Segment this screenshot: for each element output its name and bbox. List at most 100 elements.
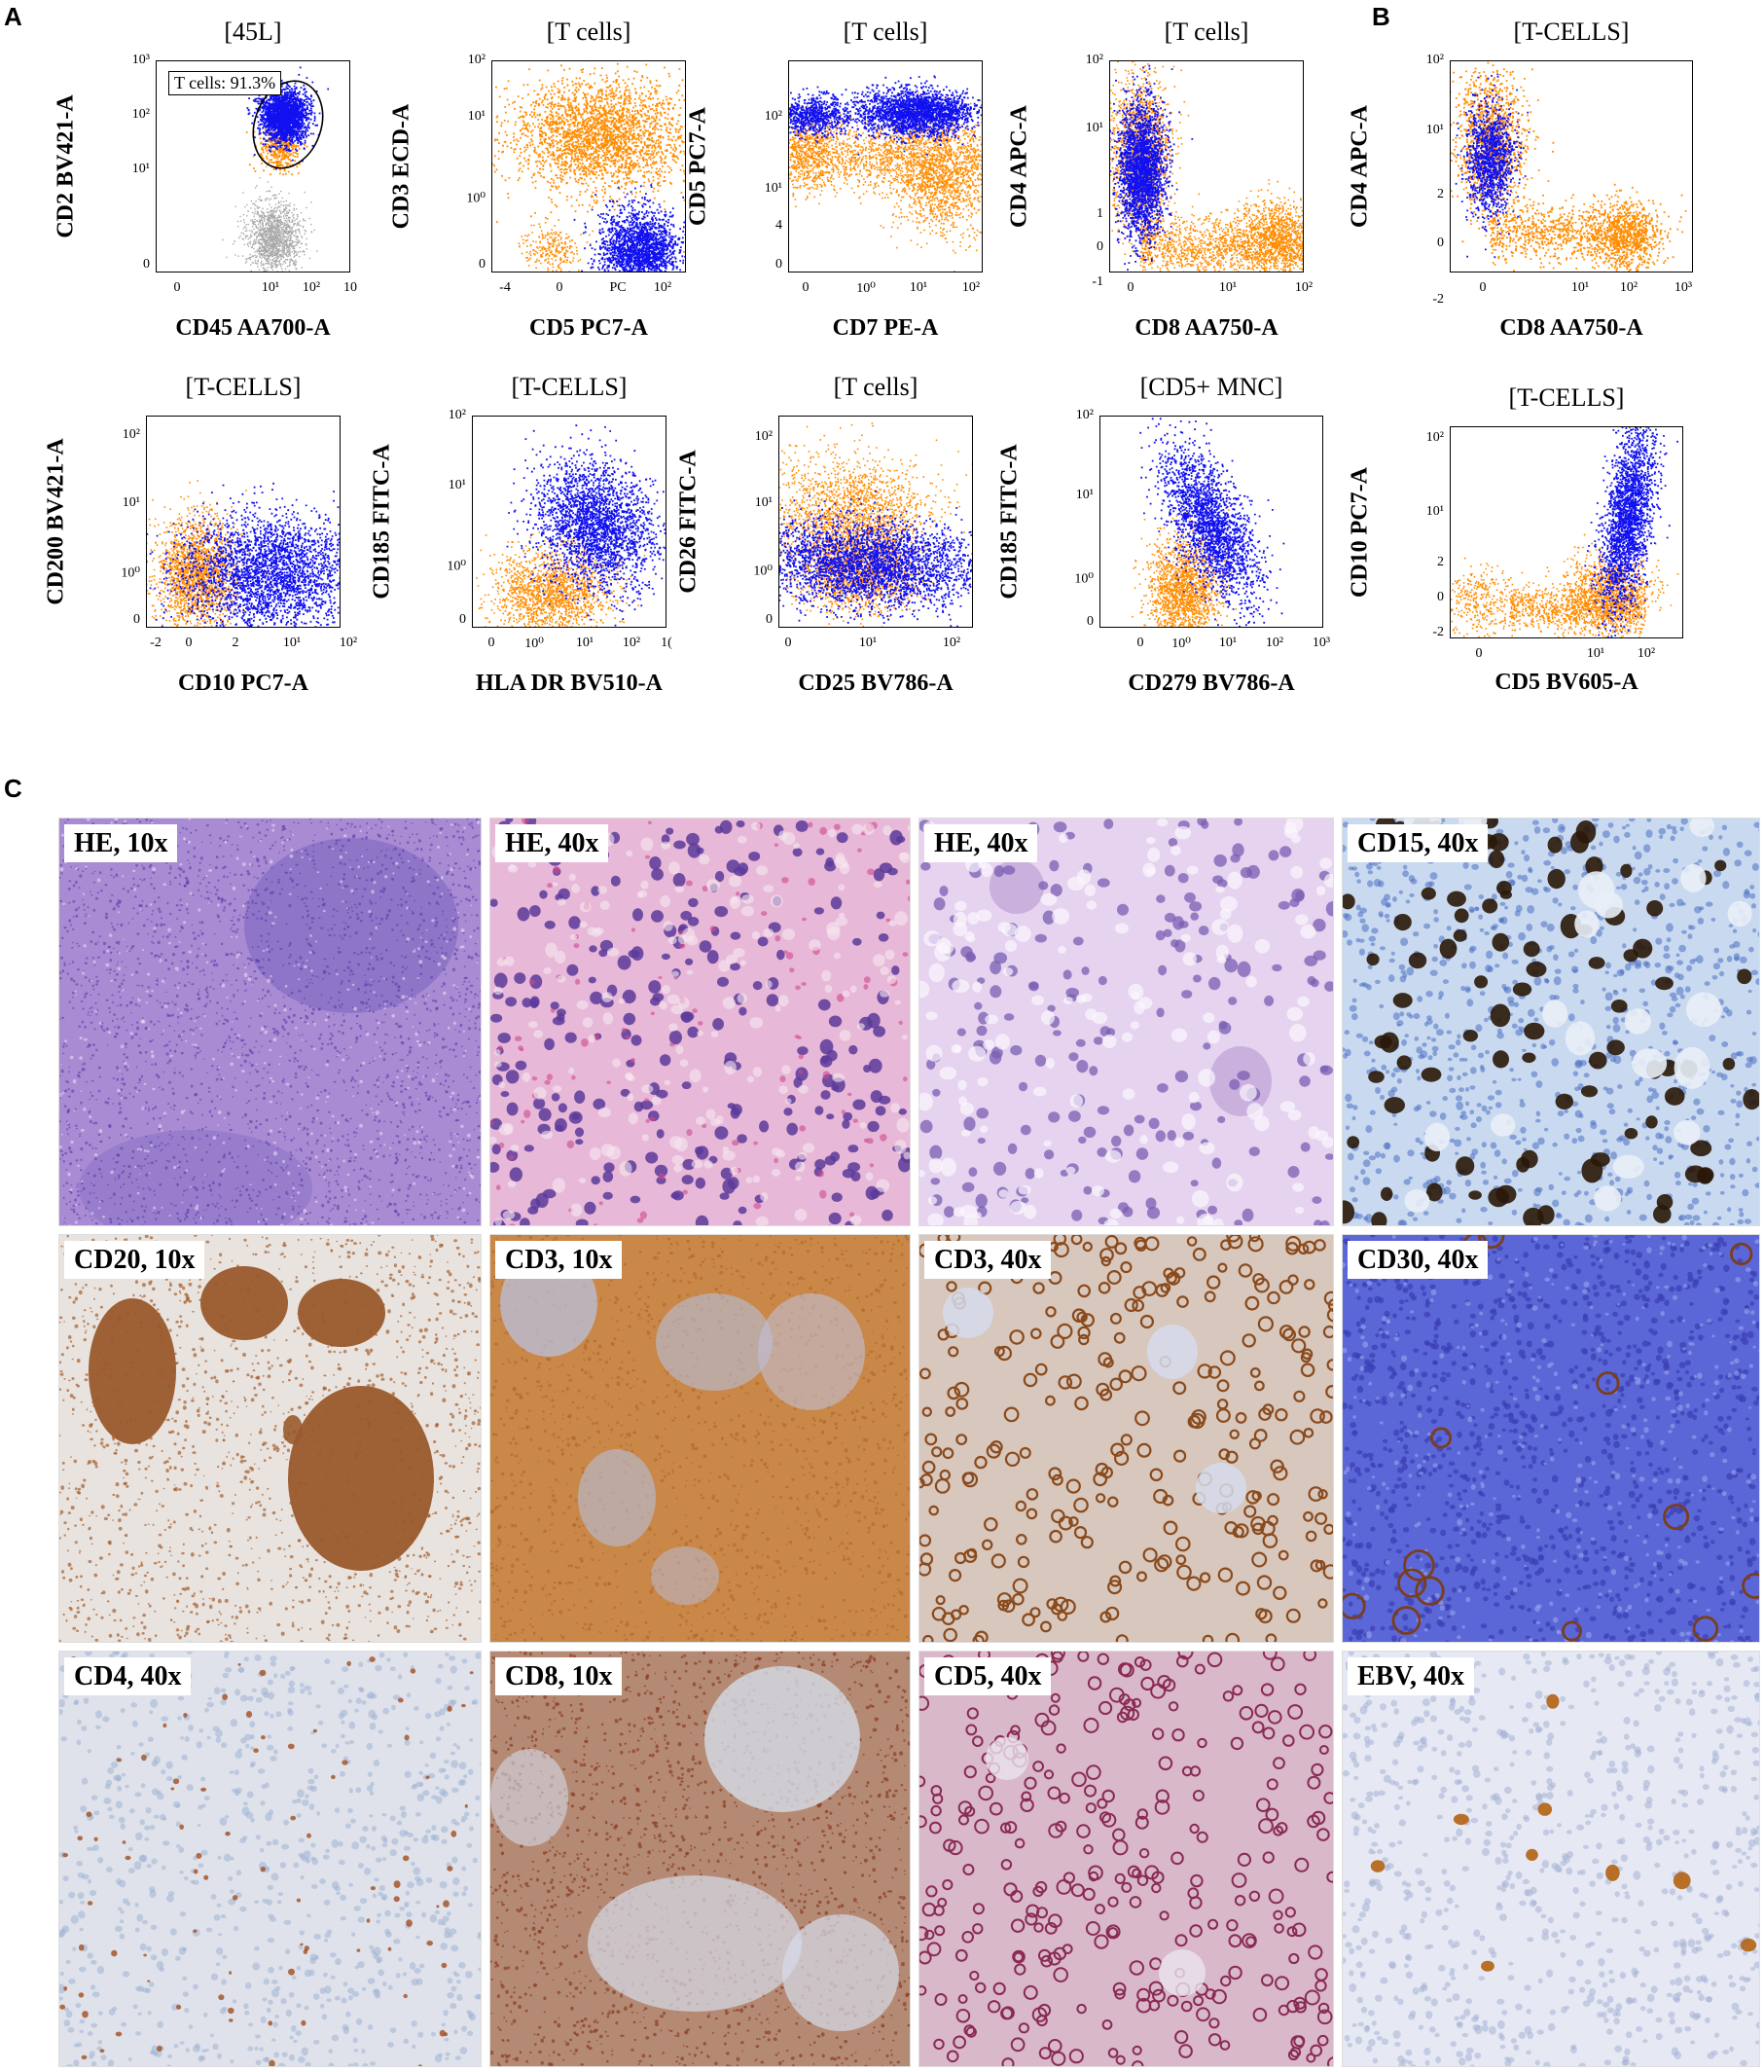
plot-title: [CD5+ MNC] <box>1099 373 1323 402</box>
y-tick-label: 10⁰ <box>121 565 140 582</box>
histology-panel-cd4-40x: CD4, 40x <box>58 1651 482 2067</box>
y-tick-label: 10² <box>1426 53 1444 68</box>
x-tick-label: 10¹ <box>1571 280 1589 296</box>
y-tick-label: 10¹ <box>755 495 773 511</box>
y-tick-label: -1 <box>1092 274 1103 290</box>
x-axis-label: CD5 BV605-A <box>1421 670 1712 696</box>
y-tick-label: 10² <box>123 427 140 443</box>
x-tick-label: 10¹ <box>283 636 301 651</box>
histology-panel-he-10x: HE, 10x <box>58 818 482 1226</box>
histology-panel-cd3-10x: CD3, 10x <box>489 1234 911 1643</box>
y-tick-label: 10⁰ <box>447 559 466 575</box>
y-tick-label: 4 <box>775 218 782 234</box>
x-tick-label: 10² <box>943 636 960 651</box>
x-tick-label: 10³ <box>1674 280 1692 296</box>
x-tick-label: 10¹ <box>262 280 279 296</box>
flow-plot-cd185-vs-hladr: [T-CELLS] CD185 FITC-A HLA DR BV510-A 10… <box>472 416 666 628</box>
plot-title: [T cells] <box>491 18 686 47</box>
plot-area <box>491 60 686 273</box>
plot-title: [45L] <box>156 18 350 47</box>
x-tick-label: 0 <box>1128 280 1134 296</box>
flow-plot-cd2-vs-cd45: [45L] T cells: 91.3% CD2 BV421-A CD45 AA… <box>156 60 350 273</box>
y-tick-label: 0 <box>766 612 773 628</box>
y-tick-label: 10¹ <box>123 495 140 511</box>
y-tick-label: 0 <box>133 612 140 628</box>
x-tick-label: 10⁰ <box>856 280 876 297</box>
flow-plot-cd5-vs-cd7: [T cells] CD5 PC7-A CD7 PE-A 10² 10¹ 4 0… <box>788 60 983 273</box>
y-tick-label: 0 <box>1437 590 1444 605</box>
event-population <box>507 424 666 628</box>
y-tick-label: -2 <box>1432 625 1444 640</box>
plot-title: [T cells] <box>1109 18 1304 47</box>
x-axis-label: CD8 AA750-A <box>1080 315 1333 342</box>
y-tick-label: 10² <box>765 109 782 125</box>
event-population <box>492 61 686 253</box>
plot-area <box>778 416 973 628</box>
histology-label: HE, 40x <box>924 824 1037 862</box>
histology-panel-cd5-40x: CD5, 40x <box>918 1651 1334 2067</box>
y-tick-label: 10³ <box>132 53 150 68</box>
x-tick-label: 10² <box>623 636 640 651</box>
plot-area <box>1450 426 1683 638</box>
y-tick-label: 10¹ <box>765 181 782 197</box>
histology-label: CD20, 10x <box>64 1241 204 1279</box>
x-tick-label: 0 <box>488 636 495 651</box>
histology-label: CD15, 40x <box>1348 824 1488 862</box>
histology-panel-cd8-10x: CD8, 10x <box>489 1651 911 2067</box>
flow-plot-cd200-vs-cd10: [T-CELLS] CD200 BV421-A CD10 PC7-A 10² 1… <box>146 416 341 628</box>
x-tick-label: 10² <box>303 280 320 296</box>
histology-label: CD5, 40x <box>924 1657 1051 1695</box>
x-tick-label: 10 <box>343 280 357 296</box>
x-tick-label: 10¹ <box>1219 280 1237 296</box>
y-tick-label: 0 <box>775 257 782 273</box>
x-tick-label: 10¹ <box>859 636 877 651</box>
event-population <box>1560 184 1686 273</box>
histology-label: CD8, 10x <box>495 1657 622 1695</box>
histology-label: HE, 10x <box>64 824 177 862</box>
x-tick-label: 0 <box>1476 646 1483 662</box>
event-population <box>572 184 686 273</box>
plot-area <box>1099 416 1323 628</box>
histology-panel-he-40x-b: HE, 40x <box>918 818 1334 1226</box>
histology-label: CD4, 40x <box>64 1657 191 1695</box>
x-axis-label: CD10 PC7-A <box>117 671 370 697</box>
plot-area: T cells: 91.3% <box>156 60 350 273</box>
histology-panel-ebv-40x: EBV, 40x <box>1342 1651 1760 2067</box>
x-tick-label: 10² <box>962 280 980 296</box>
plot-area <box>1450 60 1693 273</box>
y-tick-label: 10² <box>132 107 150 123</box>
flow-plot-cd4-vs-cd8: [T cells] CD4 APC-A CD8 AA750-A 10² 10¹ … <box>1109 60 1304 273</box>
event-population <box>1451 61 1554 253</box>
event-population <box>519 218 594 273</box>
y-tick-label: 10⁰ <box>753 563 773 580</box>
x-axis-label: CD7 PE-A <box>759 315 1012 342</box>
x-tick-label: 10¹ <box>576 636 594 651</box>
x-tick-label: 0 <box>557 280 563 296</box>
x-tick-label: 10¹ <box>910 280 927 296</box>
x-tick-label: 0 <box>1137 636 1144 651</box>
plot-title: [T-CELLS] <box>1450 18 1693 47</box>
histology-panel-cd30-40x: CD30, 40x <box>1342 1234 1760 1643</box>
plot-area <box>146 416 341 628</box>
y-tick-label: 10¹ <box>468 109 486 125</box>
histology-label: EBV, 40x <box>1348 1657 1474 1695</box>
x-tick-label: 0 <box>803 280 810 296</box>
y-tick-label: 10⁰ <box>1074 571 1094 588</box>
y-tick-label: 0 <box>1087 614 1094 630</box>
y-tick-label: 10¹ <box>132 162 150 177</box>
histology-panel-cd3-40x: CD3, 40x <box>918 1234 1334 1643</box>
plot-area <box>788 60 983 273</box>
flow-plot-cd4-vs-cd8-b: [T-CELLS] CD4 APC-A CD8 AA750-A 10² 10¹ … <box>1450 60 1693 273</box>
y-tick-label: 0 <box>1437 236 1444 251</box>
y-tick-label: 10¹ <box>449 478 466 493</box>
histology-label: CD3, 10x <box>495 1241 622 1279</box>
x-tick-label: 10¹ <box>1587 646 1604 662</box>
x-tick-label: 10⁰ <box>1171 636 1191 652</box>
x-tick-label: 2 <box>233 636 239 651</box>
x-axis-label: CD5 PC7-A <box>462 315 715 342</box>
histology-panel-he-40x: HE, 40x <box>489 818 911 1226</box>
y-tick-label: 10² <box>449 408 466 423</box>
histology-panel-cd20-10x: CD20, 10x <box>58 1234 482 1643</box>
x-tick-label: 0 <box>186 636 193 651</box>
histology-label: CD30, 40x <box>1348 1241 1488 1279</box>
